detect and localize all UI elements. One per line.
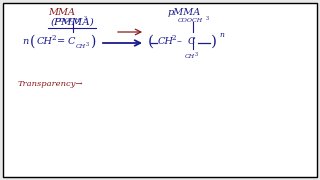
Text: CH: CH <box>185 54 195 59</box>
Text: CH: CH <box>158 37 174 46</box>
Text: C: C <box>68 37 76 46</box>
Text: pMMA: pMMA <box>168 8 201 17</box>
Text: 3: 3 <box>195 52 198 57</box>
Text: 3: 3 <box>206 16 209 21</box>
Text: (PMMA): (PMMA) <box>50 18 94 27</box>
Text: –: – <box>177 37 182 46</box>
Text: C: C <box>188 37 196 46</box>
Text: CH: CH <box>76 44 86 49</box>
Text: (: ( <box>148 35 154 49</box>
Text: 3: 3 <box>84 16 87 21</box>
Text: 2: 2 <box>172 34 177 42</box>
Text: 3: 3 <box>86 42 89 47</box>
Text: =: = <box>57 37 65 46</box>
Text: COOCH: COOCH <box>56 18 81 23</box>
Text: MMA: MMA <box>48 8 75 17</box>
Text: 2: 2 <box>52 34 57 42</box>
Text: ): ) <box>90 35 95 49</box>
Text: COOCH: COOCH <box>178 18 203 23</box>
Text: n: n <box>219 31 224 39</box>
Text: Transparency→: Transparency→ <box>18 80 84 88</box>
Text: CH: CH <box>37 37 53 46</box>
Text: n: n <box>22 37 28 46</box>
Text: ): ) <box>211 35 217 49</box>
Text: (: ( <box>30 35 36 49</box>
